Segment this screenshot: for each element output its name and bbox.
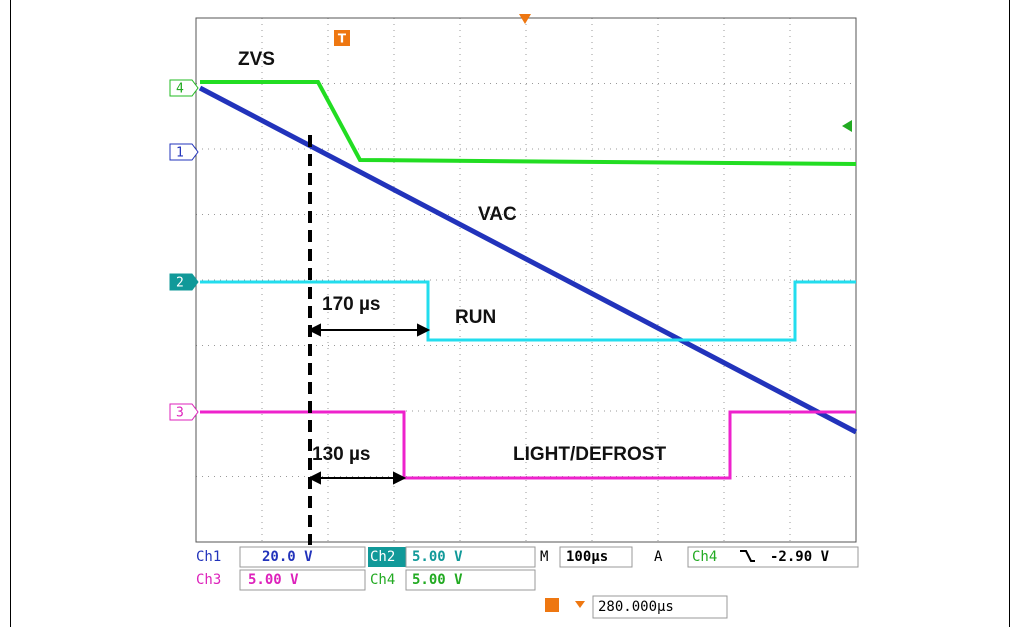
timebase-name: M xyxy=(540,549,548,565)
position-arrow xyxy=(575,601,585,608)
timebase-box xyxy=(559,546,633,568)
zvs-trace xyxy=(200,80,857,166)
frame xyxy=(10,0,1010,627)
ch1-box xyxy=(239,546,366,568)
ch1-name: Ch1 xyxy=(196,549,221,565)
ch3-box xyxy=(239,569,366,591)
ch4-scale: 5.00 V xyxy=(412,572,463,588)
vac-label: VAC xyxy=(478,204,517,225)
trigger-marker-label: T xyxy=(338,32,347,46)
trigger-name: A xyxy=(654,549,663,565)
readout: Ch1 20.0 V Ch2 5.00 V M 100µs A Ch4 -2.9… xyxy=(196,546,859,619)
ch4-box xyxy=(405,569,536,591)
timebase-scale: 100µs xyxy=(566,549,608,565)
run-trace xyxy=(200,280,856,342)
light-delay: 130 µs xyxy=(312,444,371,465)
position: 280.000µs xyxy=(598,599,674,615)
ch3-scale: 5.00 V xyxy=(248,572,299,588)
ch2-box xyxy=(405,546,536,568)
ch3-name: Ch3 xyxy=(196,572,221,588)
run-delay: 170 µs xyxy=(322,294,381,315)
ch4-marker-label: 4 xyxy=(176,82,184,97)
trigger-level xyxy=(842,120,852,132)
trigger-level-text: -2.90 V xyxy=(770,549,830,565)
ch2-name-bg xyxy=(368,547,406,567)
trigger-marker xyxy=(334,30,350,46)
ch3-marker-label: 3 xyxy=(176,406,184,421)
light-label: LIGHT/DEFROST xyxy=(513,444,666,465)
ch2-scale: 5.00 V xyxy=(412,549,463,565)
ch3-marker xyxy=(169,403,199,421)
position-icon xyxy=(545,598,559,612)
ch2-name: Ch2 xyxy=(370,549,395,565)
zvs-label: ZVS xyxy=(238,49,275,70)
run-label: RUN xyxy=(455,307,496,328)
trigger-box xyxy=(687,546,859,568)
light-trace xyxy=(200,410,856,480)
ch4-name: Ch4 xyxy=(370,572,395,588)
trigger-slope xyxy=(740,550,755,562)
trigger-position xyxy=(519,14,531,24)
position-box xyxy=(592,595,728,619)
ch2-marker-label: 2 xyxy=(176,276,184,291)
ch1-marker-label: 1 xyxy=(176,146,184,161)
timing-arrows xyxy=(307,323,431,485)
ch4-marker xyxy=(169,79,199,97)
trigger-source: Ch4 xyxy=(692,549,717,565)
ch1-marker xyxy=(169,143,199,161)
ch1-scale: 20.0 V xyxy=(262,549,313,565)
ch2-marker xyxy=(169,273,199,291)
